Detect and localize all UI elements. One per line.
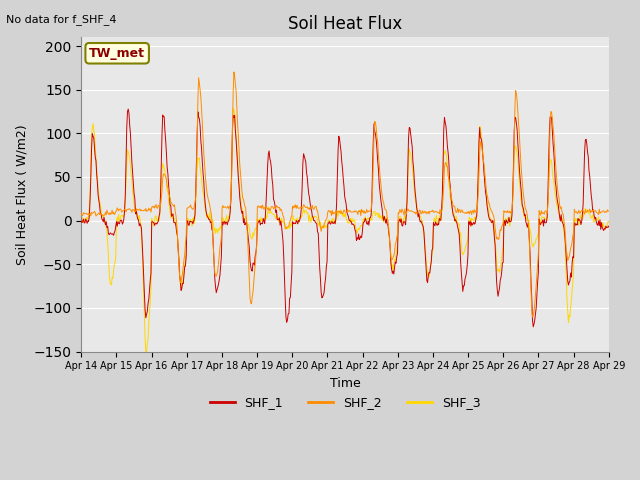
X-axis label: Time: Time [330, 377, 360, 390]
Title: Soil Heat Flux: Soil Heat Flux [288, 15, 402, 33]
Y-axis label: Soil Heat Flux ( W/m2): Soil Heat Flux ( W/m2) [15, 124, 28, 265]
Text: No data for f_SHF_4: No data for f_SHF_4 [6, 14, 117, 25]
Legend: SHF_1, SHF_2, SHF_3: SHF_1, SHF_2, SHF_3 [205, 391, 486, 414]
Text: TW_met: TW_met [89, 47, 145, 60]
